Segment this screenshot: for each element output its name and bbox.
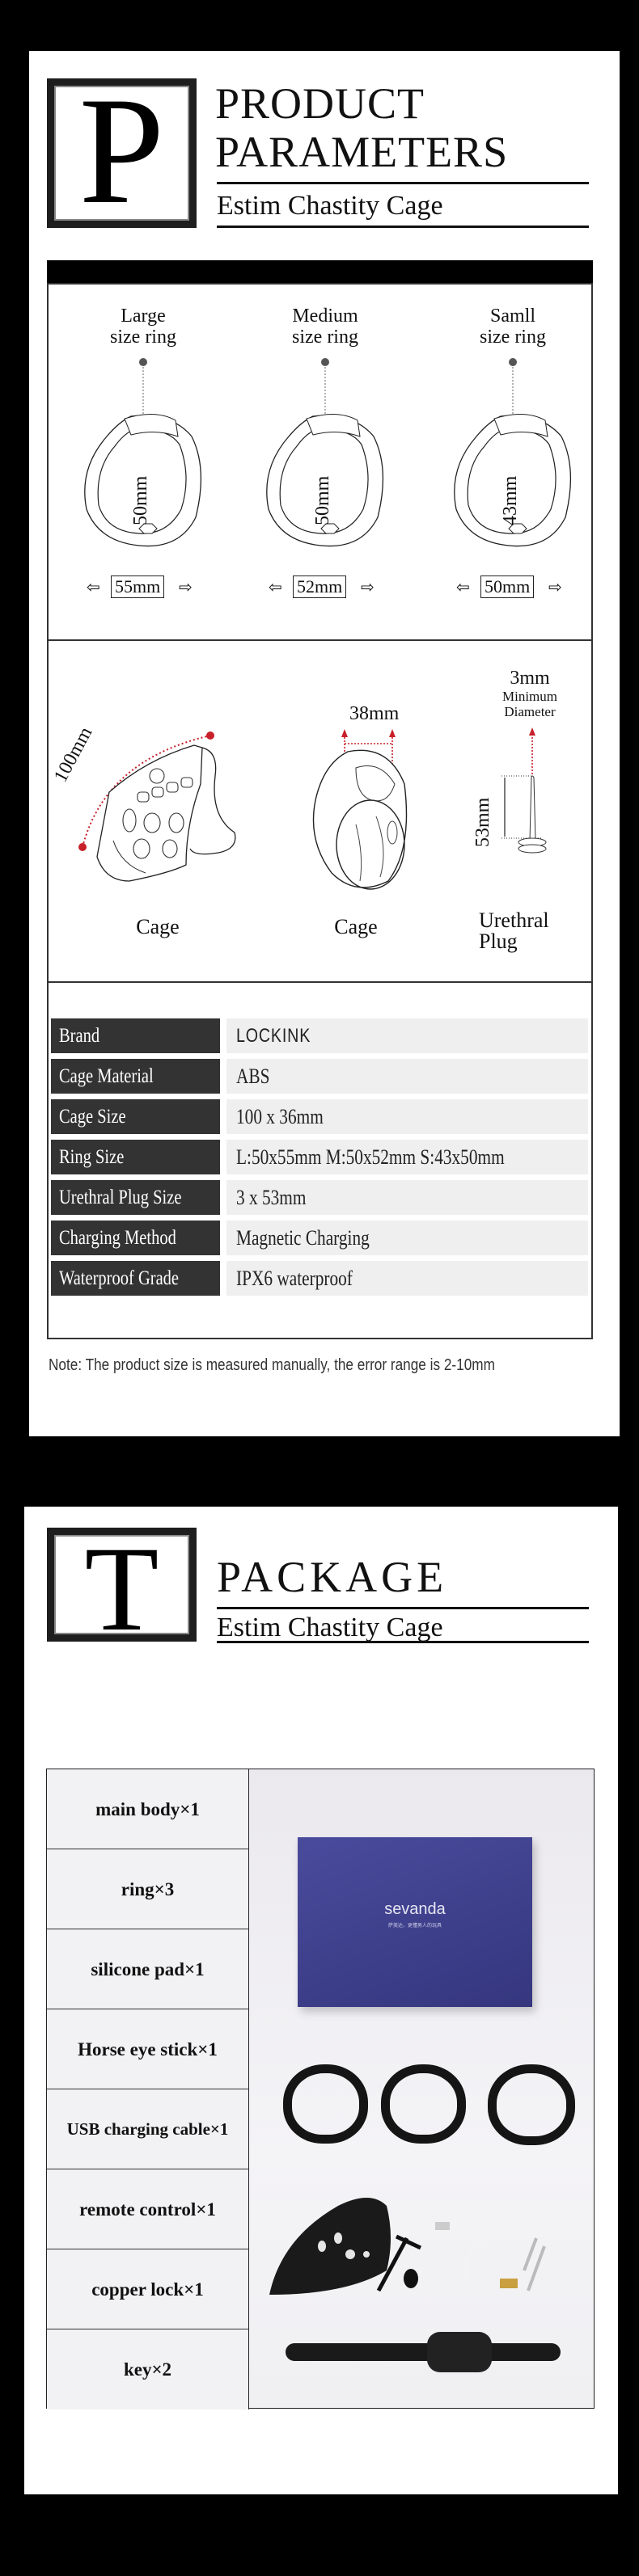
cage-side-illustration	[78, 731, 236, 882]
package-item: remote control×1	[47, 2169, 249, 2249]
plug-label-line1: Urethral	[479, 909, 549, 932]
arrow-right-icon: ⇨	[361, 579, 375, 597]
ring-height-label: 50mm	[312, 475, 333, 525]
section-letter: T	[84, 1522, 159, 1656]
spec-row: Cage Material ABS	[0, 1059, 639, 1094]
spec-key: Brand	[51, 1018, 220, 1053]
package-photo: sevanda 萨美达，更懂男人的玩具	[249, 1769, 594, 2408]
package-item: copper lock×1	[47, 2249, 249, 2329]
spec-value: 3 x 53mm	[226, 1180, 588, 1215]
ring-photo	[488, 2064, 575, 2145]
package-item: silicone pad×1	[47, 1929, 249, 2009]
spec-key: Urethral Plug Size	[51, 1180, 220, 1215]
spec-value: 100 x 36mm	[226, 1099, 588, 1134]
spec-value: IPX6 waterproof	[226, 1261, 588, 1296]
spec-key: Charging Method	[51, 1221, 220, 1255]
package-item: ring×3	[47, 1849, 249, 1929]
package-item: main body×1	[47, 1769, 249, 1849]
divider	[217, 182, 589, 184]
spec-key: Cage Size	[51, 1099, 220, 1134]
package-item: Horse eye stick×1	[47, 2009, 249, 2089]
cage-label: Cage	[334, 915, 378, 938]
box-tagline: 萨美达，更懂男人的玩具	[387, 1924, 442, 1929]
ring-illustration	[266, 358, 384, 547]
ring-label-line1: Samll	[489, 306, 535, 327]
plug-diameter-note: Minimum	[501, 689, 557, 704]
arrow-left-icon: ⇦	[269, 579, 282, 597]
ring-label-line2: size ring	[292, 327, 358, 348]
spec-value: L:50x55mm M:50x52mm S:43x50mm	[226, 1140, 588, 1174]
ring-width-label: 52mm	[293, 575, 347, 598]
spec-row: Cage Size 100 x 36mm	[0, 1099, 639, 1134]
brand-logo: LOCKINK	[226, 1018, 588, 1053]
spec-key: Cage Material	[51, 1059, 220, 1094]
ring-label-line2: size ring	[110, 327, 176, 348]
ring-width-label: 50mm	[480, 575, 535, 598]
spec-row: Waterproof Grade IPX6 waterproof	[0, 1261, 639, 1296]
section-letter: P	[78, 66, 165, 236]
parameters-frame	[47, 283, 593, 1339]
arrow-left-icon: ⇦	[87, 579, 100, 597]
spec-row: Brand LOCKINK	[0, 1018, 639, 1053]
ring-height-label: 50mm	[130, 475, 151, 525]
remote-wristband-photo	[286, 2343, 561, 2361]
package-subtitle: Estim Chastity Cage	[217, 1613, 443, 1642]
divider	[47, 981, 593, 983]
package-contents-table: main body×1 ring×3 silicone pad×1 Horse eye…	[46, 1769, 595, 2409]
urethral-plug-illustration	[501, 727, 547, 854]
divider	[47, 639, 593, 641]
letter-box-t: T	[47, 1528, 197, 1650]
page-title-line1: PRODUCT	[215, 79, 425, 128]
ring-size-label: Medium size ring	[269, 306, 382, 348]
plug-length-label: 53mm	[472, 797, 493, 847]
package-item: key×2	[47, 2329, 249, 2409]
ring-width-label: 55mm	[111, 575, 165, 598]
spec-row: Charging Method Magnetic Charging	[0, 1221, 639, 1255]
remote-control-photo	[427, 2332, 492, 2372]
spec-value: Magnetic Charging	[226, 1221, 588, 1255]
cage-front-illustration	[312, 729, 408, 890]
gift-box: sevanda 萨美达，更懂男人的玩具	[298, 1837, 532, 2007]
measurement-note: Note: The product size is measured manua…	[49, 1356, 495, 1374]
letter-box-p: P	[47, 74, 197, 228]
page-subtitle: Estim Chastity Cage	[217, 191, 443, 221]
package-item: USB charging cable×1	[47, 2089, 249, 2169]
spec-row: Ring Size L:50x55mm M:50x52mm S:43x50mm	[0, 1140, 639, 1174]
divider	[217, 1641, 589, 1643]
arrow-left-icon: ⇦	[456, 579, 470, 597]
cage-label: Cage	[136, 915, 180, 938]
box-brand: sevanda	[384, 1900, 446, 1918]
ring-photo	[381, 2064, 466, 2144]
package-title: PACKAGE	[217, 1553, 448, 1601]
header-bar	[47, 260, 593, 285]
plug-diameter-label: 3mm	[510, 668, 550, 689]
spec-value: ABS	[226, 1059, 588, 1094]
ring-label-line1: Large	[121, 306, 166, 327]
spec-row: Urethral Plug Size 3 x 53mm	[0, 1180, 639, 1215]
ring-photo	[283, 2064, 368, 2144]
plug-diameter-note: Diameter	[504, 704, 556, 719]
ring-label-line1: Medium	[292, 306, 358, 327]
ring-height-label: 43mm	[500, 475, 521, 525]
spec-key: Ring Size	[51, 1140, 220, 1174]
divider	[217, 1607, 589, 1609]
ring-illustration	[84, 358, 202, 547]
ring-size-label: Samll size ring	[456, 306, 569, 348]
ring-size-label: Large size ring	[87, 306, 200, 348]
arrow-right-icon: ⇨	[548, 579, 562, 597]
arrow-right-icon: ⇨	[179, 579, 193, 597]
ring-illustration	[454, 358, 572, 547]
ring-label-line2: size ring	[480, 327, 546, 348]
plug-label-line2: Plug	[479, 930, 518, 953]
plug-label: Urethral Plug	[479, 910, 549, 952]
cage-width-label: 38mm	[349, 703, 400, 724]
divider	[217, 226, 589, 228]
page-title-line2: PARAMETERS	[215, 128, 509, 176]
accessories-photo	[269, 2192, 546, 2295]
spec-key: Waterproof Grade	[51, 1261, 220, 1296]
